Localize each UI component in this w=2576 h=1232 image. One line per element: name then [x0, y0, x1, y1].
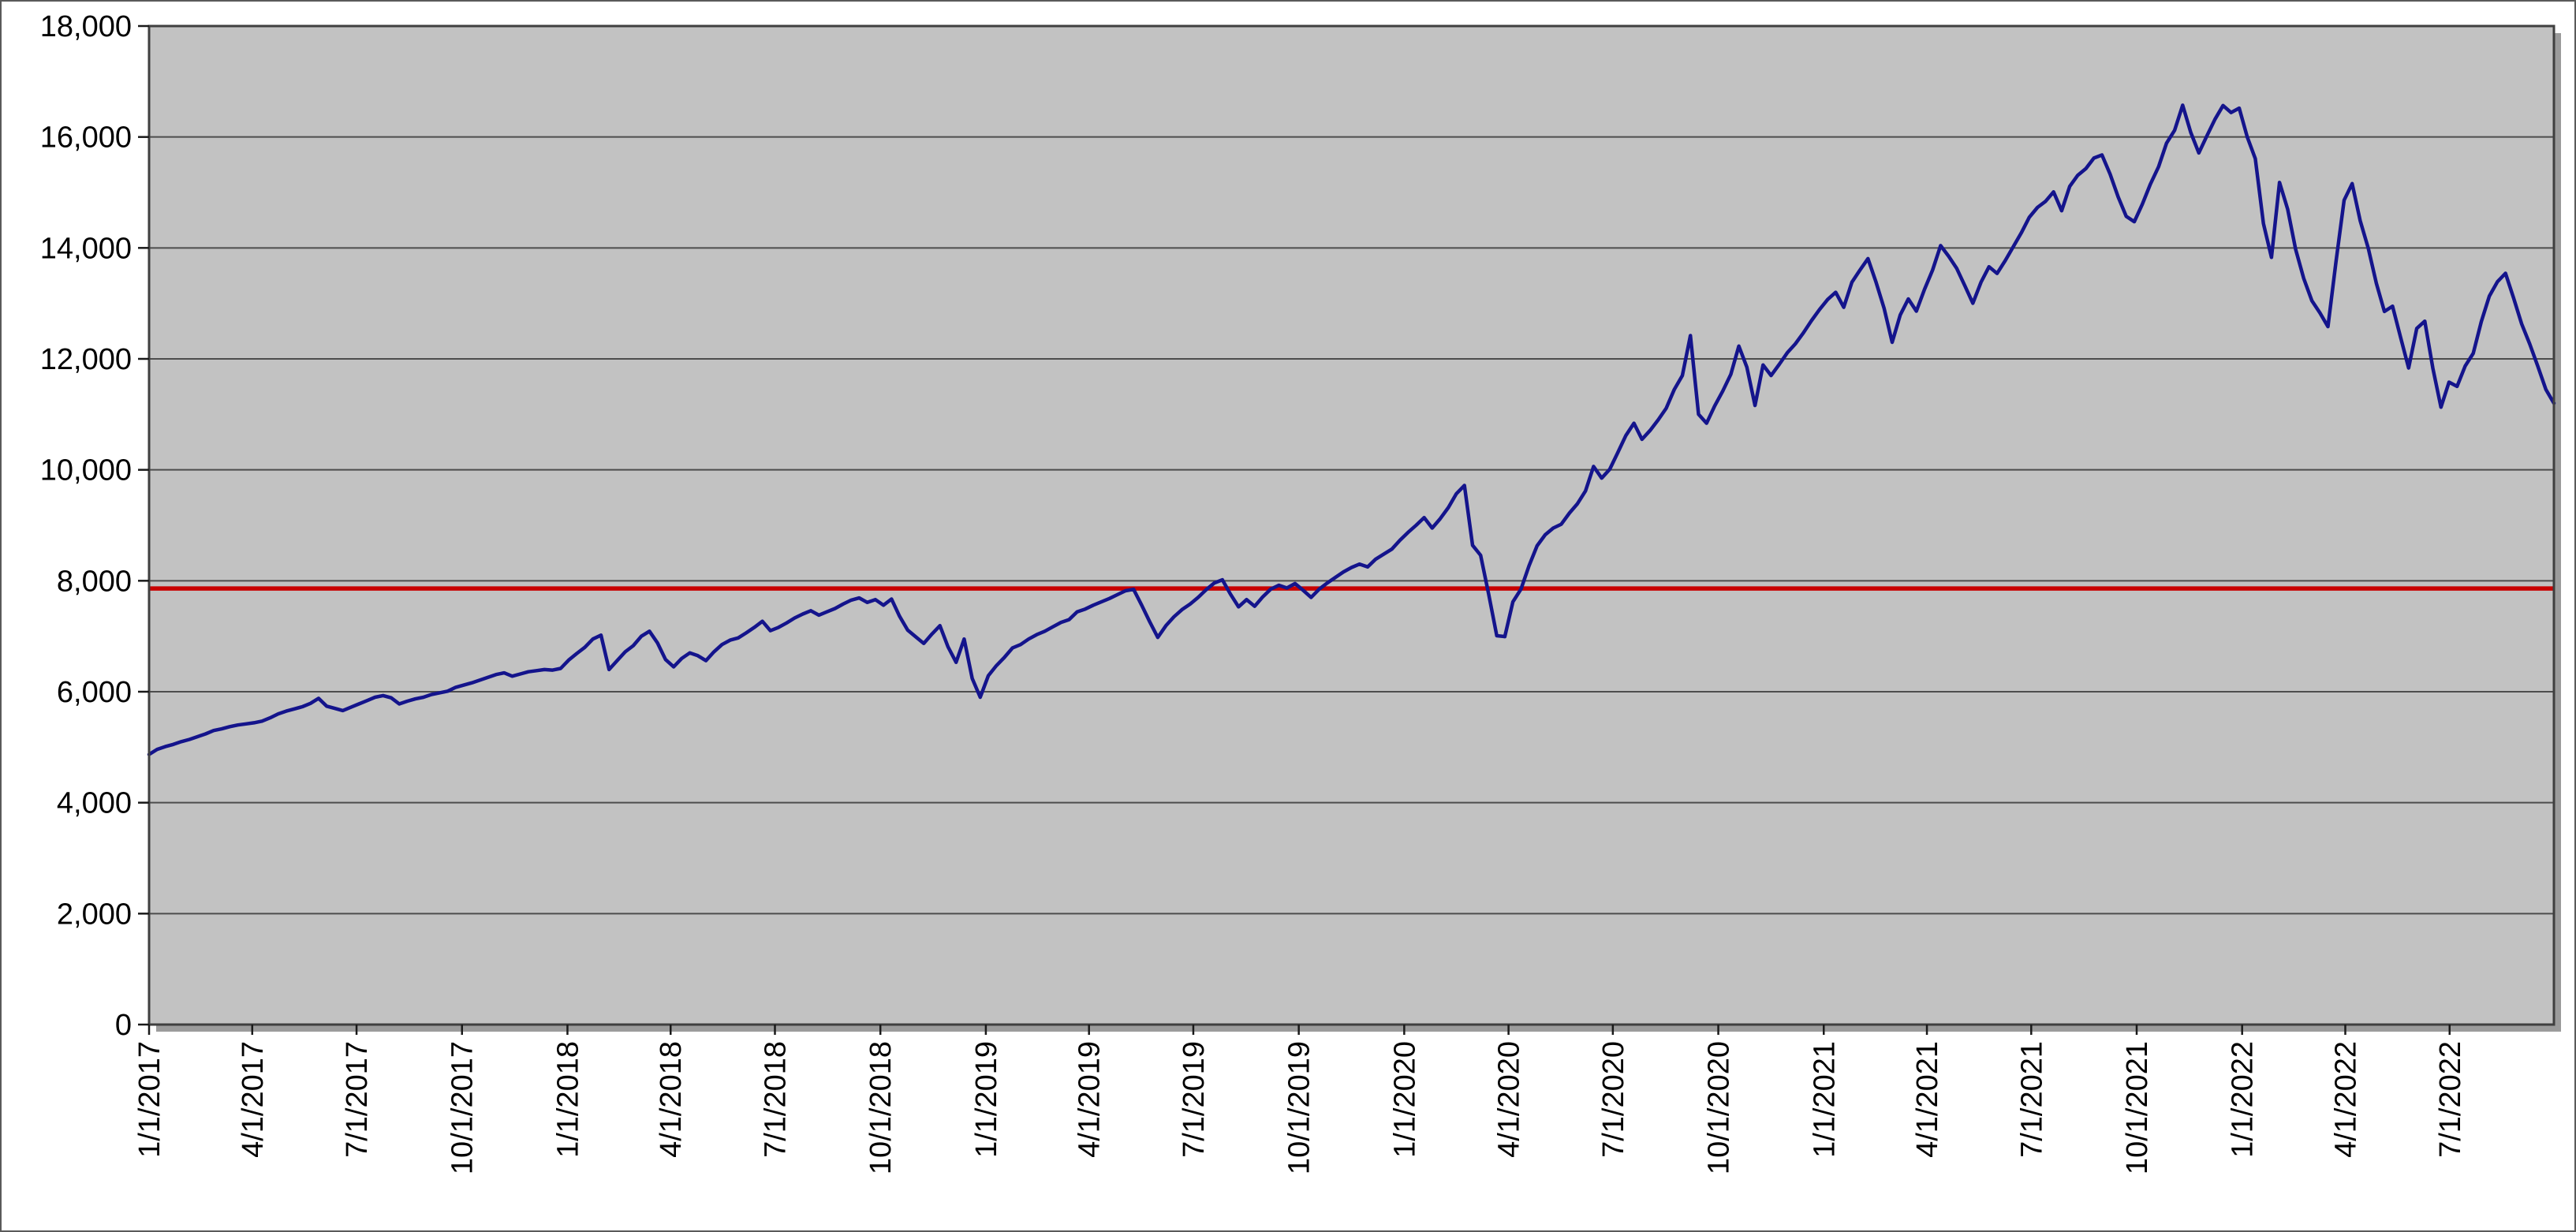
- y-axis-label-2000: 2,000: [57, 898, 132, 931]
- x-axis-label-4: 1/1/2018: [551, 1041, 584, 1158]
- x-axis-label-16: 1/1/2021: [1808, 1041, 1841, 1158]
- y-axis-label-14000: 14,000: [40, 232, 132, 265]
- x-axis-label-10: 7/1/2019: [1178, 1041, 1211, 1158]
- x-axis-label-15: 10/1/2020: [1703, 1041, 1736, 1174]
- x-axis-label-22: 7/1/2022: [2434, 1041, 2467, 1158]
- x-axis-label-6: 7/1/2018: [759, 1041, 792, 1158]
- x-axis-label-9: 4/1/2019: [1073, 1041, 1107, 1158]
- plot-border: [147, 24, 2555, 1026]
- y-axis-label-16000: 16,000: [40, 121, 132, 155]
- x-axis-label-14: 7/1/2020: [1597, 1041, 1630, 1158]
- data-series-line: [147, 103, 2556, 756]
- y-axis-label-18000: 18,000: [40, 10, 132, 43]
- x-axis-label-2: 7/1/2017: [341, 1041, 374, 1158]
- y-axis-label-8000: 8,000: [57, 565, 132, 598]
- x-axis-label-1: 4/1/2017: [237, 1041, 270, 1158]
- y-axis-label-10000: 10,000: [40, 454, 132, 487]
- x-axis-label-7: 10/1/2018: [864, 1041, 898, 1174]
- x-axis-label-18: 7/1/2021: [2015, 1041, 2048, 1158]
- x-axis-label-19: 10/1/2021: [2121, 1041, 2154, 1174]
- x-axis-label-17: 4/1/2021: [1911, 1041, 1944, 1158]
- x-axis-label-3: 10/1/2017: [446, 1041, 480, 1174]
- x-axis-label-13: 4/1/2020: [1493, 1041, 1526, 1158]
- x-axis-label-12: 1/1/2020: [1388, 1041, 1421, 1158]
- y-axis-label-6000: 6,000: [57, 676, 132, 709]
- y-axis-label-4000: 4,000: [57, 787, 132, 820]
- y-axis-label-12000: 12,000: [40, 343, 132, 376]
- x-axis-label-20: 1/1/2022: [2227, 1041, 2260, 1158]
- x-axis-label-11: 10/1/2019: [1283, 1041, 1316, 1174]
- x-axis-label-8: 1/1/2019: [970, 1041, 1003, 1158]
- plot-area: [149, 26, 2554, 1025]
- x-axis-label-0: 1/1/2017: [133, 1041, 166, 1158]
- x-axis-label-5: 4/1/2018: [655, 1041, 688, 1158]
- y-axis-label-0: 0: [115, 1009, 132, 1042]
- x-axis-label-21: 4/1/2022: [2330, 1041, 2363, 1158]
